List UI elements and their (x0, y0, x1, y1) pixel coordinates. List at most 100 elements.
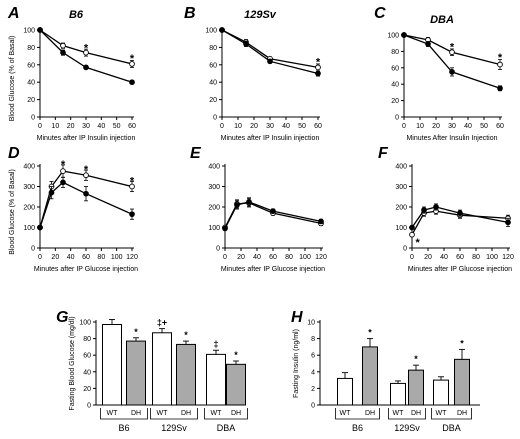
data-point-D-open (60, 168, 66, 174)
x-tick-label-B: 50 (298, 123, 306, 130)
y-tick-label-G: 80 (83, 336, 91, 343)
y-tick-label-A: 0 (31, 115, 35, 122)
x-tick-label-A: 30 (82, 123, 90, 130)
y-tick-label-F: 100 (395, 225, 407, 232)
x-tick-label-F: 80 (472, 254, 480, 261)
panel-letter-H: H (291, 309, 303, 326)
series-line-A-filled (39, 29, 133, 83)
y-tick-label-G: 0 (87, 403, 91, 410)
x-axis-label-B: Minutes after IP Insulin injection (221, 135, 320, 142)
significance-mark-C: * (450, 41, 455, 53)
data-point-D-open (129, 183, 135, 190)
y-tick-label-H: 0 (311, 403, 315, 410)
data-point-A-open (83, 49, 89, 56)
y-tick-label-C: 100 (387, 33, 399, 40)
y-tick-label-B: 40 (209, 80, 217, 87)
bar-significance-G: * (184, 330, 188, 340)
x-tick-label-B: 20 (250, 123, 258, 130)
bar-significance-G: ‡ (213, 339, 218, 349)
significance-mark-D: * (84, 164, 89, 176)
x-tick-label-B: 30 (266, 123, 274, 130)
y-tick-label-F: 400 (395, 164, 407, 171)
y-tick-label-G: 20 (83, 386, 91, 393)
y-tick-label-G: 60 (83, 353, 91, 360)
significance-mark-F: * (415, 237, 420, 249)
x-tick-label-A: 40 (97, 123, 105, 130)
y-tick-label-A: 80 (27, 45, 35, 52)
category-label-G: WT (107, 410, 119, 417)
panel-letter-A: A (7, 5, 20, 22)
x-tick-label-B: 60 (314, 123, 322, 130)
bar-G-dh (176, 343, 196, 406)
y-tick-label-H: 2 (311, 386, 315, 393)
data-point-B-open (315, 64, 321, 71)
data-point-A-filled (129, 79, 135, 86)
x-tick-label-C: 30 (448, 123, 456, 130)
x-tick-label-F: 40 (440, 254, 448, 261)
category-label-G: DH (231, 410, 241, 417)
y-tick-label-B: 100 (205, 28, 217, 35)
data-point-E-filled (234, 202, 240, 208)
group-bracket-G (100, 408, 148, 420)
category-label-H: DH (365, 410, 375, 417)
panel-letter-G: G (56, 309, 68, 326)
y-tick-label-A: 20 (27, 97, 35, 104)
data-point-B-filled (243, 41, 249, 47)
group-bracket-H (431, 408, 472, 420)
y-tick-label-F: 200 (395, 205, 407, 212)
significance-mark-A: * (84, 42, 89, 54)
y-tick-label-C: 20 (391, 98, 399, 105)
data-point-F-filled (421, 207, 427, 213)
series-line-A-open (39, 29, 133, 65)
y-tick-label-A: 100 (23, 28, 35, 35)
y-tick-label-D: 400 (23, 164, 35, 171)
y-tick-label-E: 0 (216, 246, 220, 253)
bar-H-wt (337, 377, 353, 406)
data-point-D-open (83, 172, 89, 179)
y-tick-label-B: 20 (209, 97, 217, 104)
x-tick-label-E: 40 (253, 254, 261, 261)
bar-significance-H: * (368, 328, 372, 338)
x-tick-label-F: 0 (410, 254, 414, 261)
data-point-D-filled (129, 211, 135, 218)
x-tick-label-C: 20 (432, 123, 440, 130)
bar-G-wt (206, 353, 226, 406)
bar-G-wt (102, 323, 122, 406)
data-point-E-filled (222, 225, 228, 232)
data-point-A-open (129, 61, 135, 67)
panel-letter-B: B (184, 5, 196, 22)
panel-letter-F: F (378, 145, 389, 162)
y-tick-label-G: 40 (83, 369, 91, 376)
data-point-F-filled (505, 219, 511, 226)
data-point-C-filled (425, 41, 431, 47)
y-tick-label-B: 60 (209, 62, 217, 69)
data-point-A-filled (37, 27, 43, 33)
y-tick-label-D: 300 (23, 184, 35, 191)
data-point-C-filled (497, 85, 503, 92)
group-label-H: 129Sv (394, 423, 420, 433)
x-tick-label-E: 20 (237, 254, 245, 261)
group-label-G: 129Sv (161, 423, 187, 433)
x-tick-label-A: 0 (38, 123, 42, 130)
data-point-D-filled (37, 224, 43, 231)
bar-G-dh (126, 340, 146, 406)
category-label-G: WT (211, 410, 223, 417)
group-label-G: DBA (217, 423, 236, 433)
group-bracket-H (335, 408, 380, 420)
x-tick-label-A: 10 (51, 123, 59, 130)
x-axis-label-A: Minutes after IP Insulin injection (37, 135, 136, 142)
data-point-B-filled (267, 58, 273, 65)
data-point-A-open (60, 42, 66, 49)
x-tick-label-A: 50 (113, 123, 121, 130)
y-axis-label-A: Blood Glucose (% of Basal) (9, 36, 16, 122)
data-point-F-filled (409, 224, 415, 231)
significance-mark-D: * (130, 175, 135, 187)
data-point-B-filled (315, 70, 321, 77)
x-tick-label-C: 60 (496, 123, 504, 130)
x-tick-label-D: 120 (126, 254, 138, 261)
x-tick-label-E: 60 (269, 254, 277, 261)
series-line-B-open (221, 29, 319, 69)
y-axis-label-G: Fasting Blood Glucose (mg/dl) (69, 316, 76, 410)
series-line-C-open (403, 34, 501, 66)
y-tick-label-C: 40 (391, 82, 399, 89)
